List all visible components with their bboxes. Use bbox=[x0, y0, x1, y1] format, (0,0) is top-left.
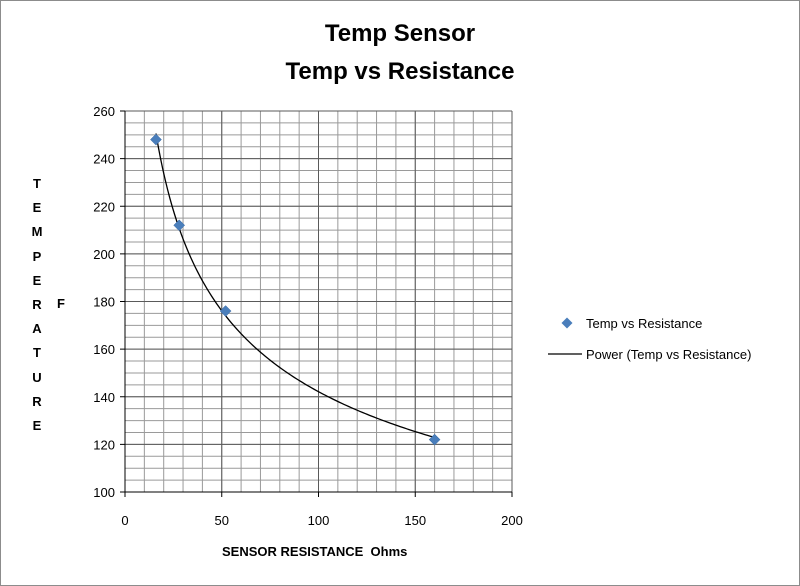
y-axis-label-letter: M bbox=[31, 224, 43, 240]
chart-title: Temp Sensor bbox=[324, 20, 476, 47]
data-point bbox=[173, 219, 186, 232]
chart-subtitle: Temp vs Resistance bbox=[285, 58, 515, 85]
legend-label-trendline: Power (Temp vs Resistance) bbox=[586, 347, 751, 362]
y-tick-label: 240 bbox=[93, 152, 115, 167]
y-axis-label-letter: E bbox=[32, 200, 42, 216]
y-tick-label: 200 bbox=[93, 247, 115, 262]
data-point bbox=[150, 133, 162, 146]
legend-label-markers: Temp vs Resistance bbox=[586, 316, 702, 331]
y-tick-label: 220 bbox=[93, 199, 115, 214]
y-axis-label-letter: E bbox=[32, 418, 42, 434]
y-axis-label-letter: P bbox=[32, 248, 42, 264]
y-axis-label-letter: R bbox=[32, 297, 42, 313]
y-axis-label-letter: T bbox=[33, 345, 41, 361]
y-axis-label-letter: T bbox=[33, 176, 41, 191]
y-tick-label: 120 bbox=[93, 437, 115, 452]
y-axis-label-letter: U bbox=[32, 369, 42, 385]
x-tick-label: 100 bbox=[308, 513, 330, 528]
data-point bbox=[428, 433, 441, 446]
x-axis-label: SENSOR RESISTANCE Ohms bbox=[222, 544, 408, 559]
y-axis-label-letter: A bbox=[32, 321, 42, 337]
y-tick-label: 140 bbox=[93, 390, 115, 405]
legend-marker-diamond bbox=[561, 317, 573, 329]
y-tick-label: 180 bbox=[93, 295, 115, 310]
x-tick-label: 50 bbox=[215, 513, 229, 528]
x-tick-label: 0 bbox=[121, 513, 128, 528]
y-tick-label: 260 bbox=[93, 104, 115, 119]
trendline-power bbox=[155, 133, 435, 439]
y-tick-label: 160 bbox=[93, 342, 115, 357]
y-axis-unit: F bbox=[57, 296, 65, 311]
y-tick-label: 100 bbox=[93, 485, 115, 500]
x-tick-label: 150 bbox=[404, 513, 426, 528]
x-tick-label: 200 bbox=[501, 513, 523, 528]
y-axis-label-letter: R bbox=[32, 393, 42, 409]
y-axis-label-letter: E bbox=[32, 272, 42, 288]
data-point bbox=[219, 305, 232, 317]
